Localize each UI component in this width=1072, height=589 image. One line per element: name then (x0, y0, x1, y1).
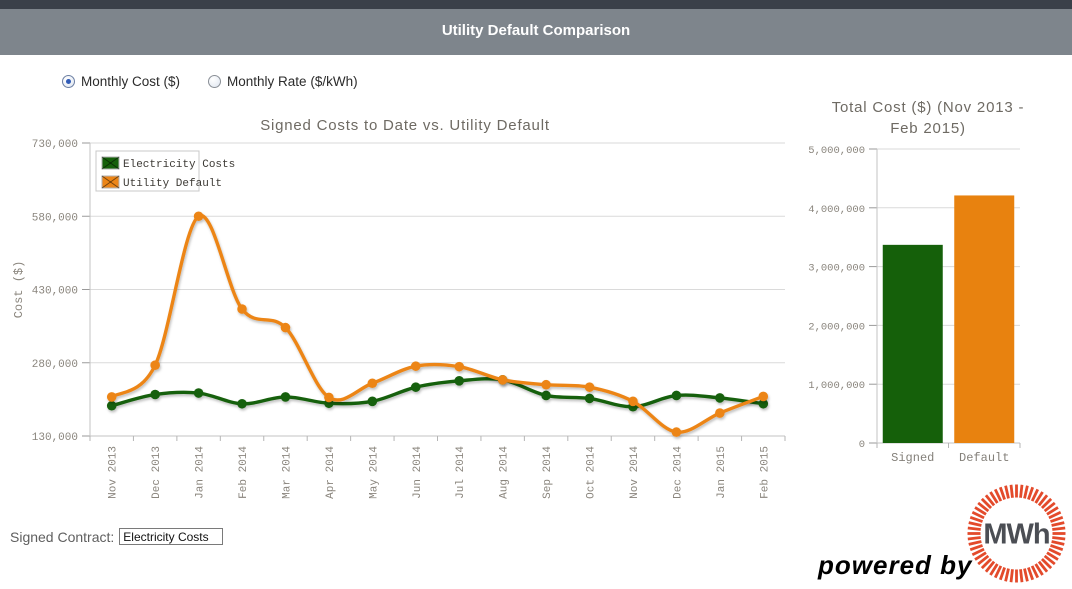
y-tick-label: 730,000 (32, 139, 78, 151)
mwh-logo: MWh (967, 484, 1066, 583)
page-title: Utility Default Comparison (441, 22, 631, 39)
y-tick-label: 130,000 (32, 432, 78, 444)
bar-category-label: Signed (891, 451, 934, 465)
radio-monthly-cost-label: Monthly Cost ($) (81, 74, 181, 89)
y-tick-label: 2,000,000 (808, 321, 865, 333)
radio-monthly-cost[interactable]: Monthly Cost ($) (62, 74, 180, 89)
x-tick-label: Jul 2014 (455, 446, 467, 499)
bar-chart-title: Total Cost ($) (Nov 2013 - (832, 99, 1025, 116)
bar-chart-title: Feb 2015) (890, 120, 966, 137)
logo-dash-ring (967, 484, 1066, 583)
radio-unselected-icon[interactable] (208, 75, 222, 88)
y-tick-label: 430,000 (32, 286, 78, 298)
chart-mode-radio-group: Monthly Cost ($) Monthly Rate ($/kWh) (62, 74, 358, 89)
x-tick-label: Aug 2014 (499, 446, 511, 499)
x-tick-label: Sep 2014 (542, 446, 554, 499)
line-chart-signed-vs-default: Signed Costs to Date vs. Utility Default… (12, 117, 786, 499)
header-bar: Utility Default Comparison (0, 0, 1072, 55)
x-tick-label: Apr 2014 (325, 446, 337, 499)
legend-label: Utility Default (123, 178, 222, 190)
series-utility-default (106, 211, 769, 437)
x-tick-label: Nov 2014 (629, 446, 641, 499)
x-tick-label: Jun 2014 (412, 446, 424, 499)
x-tick-label: Dec 2014 (672, 446, 684, 499)
y-tick-label: 0 (859, 439, 865, 451)
line-chart-ylabel: Cost ($) (12, 261, 26, 319)
bar-category-label: Default (959, 451, 1009, 465)
x-tick-label: Feb 2014 (238, 446, 250, 499)
x-tick-label: Jan 2014 (195, 446, 207, 499)
y-tick-label: 1,000,000 (808, 380, 865, 392)
y-tick-label: 280,000 (32, 359, 78, 371)
y-tick-label: 5,000,000 (808, 145, 865, 157)
signed-bar (882, 244, 943, 443)
bar-chart-grid: 0 1,000,000 2,000,000 3,000,000 4,000,000 5,0… (808, 145, 1021, 451)
x-tick-label: Oct 2014 (586, 446, 598, 499)
default-bar (954, 195, 1015, 443)
series-electricity-costs (106, 375, 769, 412)
x-tick-label: Mar 2014 (281, 446, 293, 499)
signed-contract-input[interactable] (119, 528, 224, 545)
radio-selected-icon[interactable] (62, 75, 75, 88)
line-chart-title: Signed Costs to Date vs. Utility Default (260, 117, 550, 134)
header-top-strip (0, 0, 1072, 9)
powered-by-text: powered by (818, 550, 973, 580)
x-tick-label: Feb 2015 (759, 446, 771, 499)
y-tick-label: 580,000 (32, 212, 78, 224)
x-tick-label: Jan 2015 (716, 446, 728, 499)
line-chart-legend: Electricity Costs Utility Default (95, 150, 235, 192)
x-tick-label: Dec 2013 (151, 446, 163, 499)
x-tick-label: May 2014 (368, 446, 380, 499)
line-chart-x-labels: Nov 2013 Dec 2013 Jan 2014 Feb 2014 Mar 2014… (108, 446, 772, 499)
logo-text: MWh (983, 519, 1049, 551)
signed-contract-label: Signed Contract: (10, 528, 115, 545)
x-tick-label: Nov 2013 (108, 446, 120, 499)
signed-contract-row: Signed Contract: (10, 528, 224, 545)
legend-label: Electricity Costs (123, 159, 235, 171)
y-tick-label: 4,000,000 (808, 204, 865, 216)
radio-monthly-rate-label: Monthly Rate ($/kWh) (227, 74, 358, 89)
radio-monthly-rate[interactable]: Monthly Rate ($/kWh) (208, 74, 358, 89)
bar-chart-total-cost: Total Cost ($) (Nov 2013 - Feb 2015) 0 1,00… (808, 99, 1025, 465)
y-tick-label: 3,000,000 (808, 263, 865, 275)
